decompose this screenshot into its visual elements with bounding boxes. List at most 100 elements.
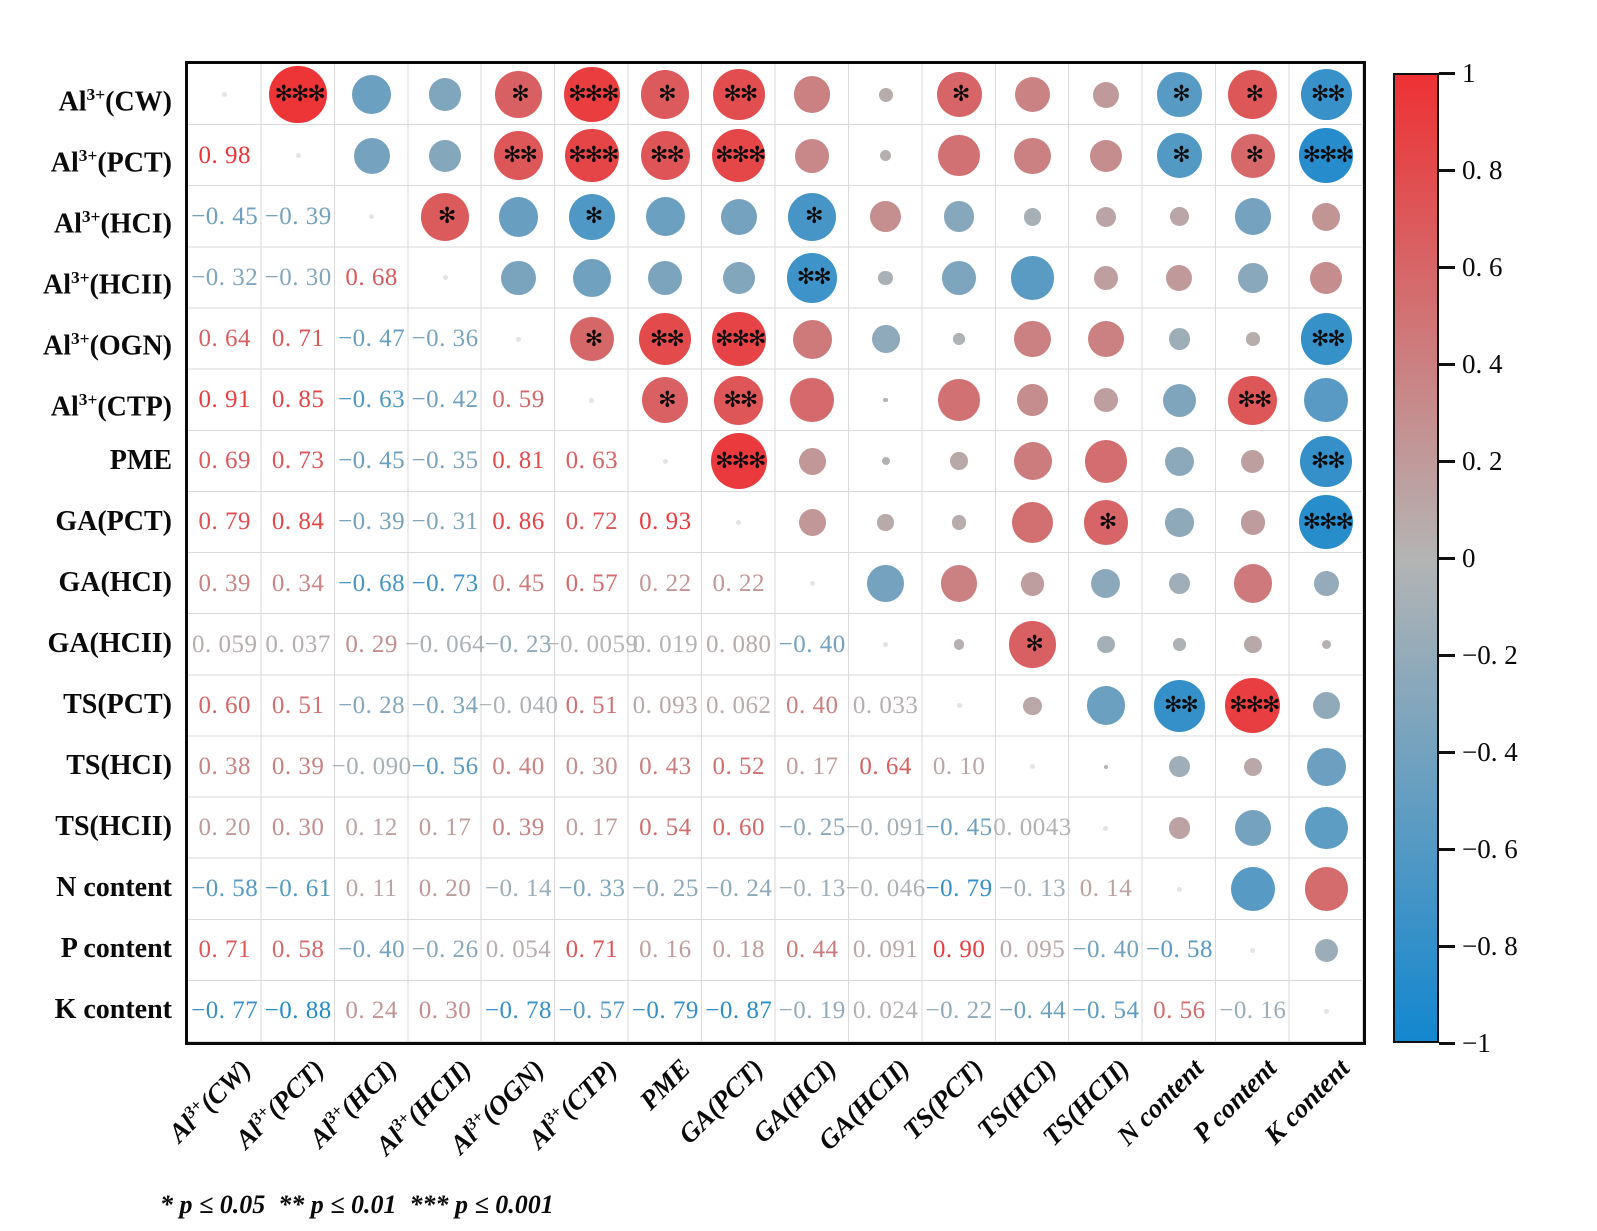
corr-value: −0. 25 bbox=[778, 814, 846, 842]
significance-stars: ✻ bbox=[805, 204, 823, 230]
corr-circle bbox=[1164, 446, 1194, 476]
corr-value-cell: 0. 98 bbox=[188, 125, 261, 186]
corr-circle-cell: ✻ bbox=[1069, 492, 1142, 553]
corr-circle bbox=[1011, 501, 1054, 544]
corr-value-cell: −0. 13 bbox=[996, 859, 1069, 920]
row-label-1: Al3+(CW) bbox=[58, 85, 172, 118]
diagonal-dot bbox=[1250, 947, 1256, 953]
corr-value-cell: 0. 095 bbox=[996, 920, 1069, 981]
corr-circle-cell bbox=[849, 370, 922, 431]
row-label-14: N content bbox=[56, 872, 172, 903]
corr-value-cell: 0. 72 bbox=[555, 492, 628, 553]
significance-stars: ✻ bbox=[1098, 509, 1117, 535]
superscript: 3+ bbox=[70, 329, 90, 348]
corr-circle bbox=[1023, 696, 1042, 715]
corr-value: −0. 39 bbox=[264, 202, 332, 230]
superscript: 3+ bbox=[179, 1095, 206, 1122]
corr-value: 0. 85 bbox=[271, 386, 325, 414]
corr-circle bbox=[871, 325, 900, 353]
corr-value: 0. 54 bbox=[639, 814, 692, 842]
corr-value-cell: 0. 64 bbox=[188, 309, 261, 370]
corr-value: −0. 77 bbox=[191, 997, 259, 1025]
corr-circle-cell bbox=[849, 553, 922, 614]
corr-circle-cell bbox=[1216, 247, 1289, 308]
corr-circle-cell bbox=[922, 492, 995, 553]
corr-value: −0. 25 bbox=[631, 875, 699, 903]
corr-value-cell: 0. 60 bbox=[702, 798, 775, 859]
significance-stars: ✻ bbox=[584, 204, 603, 230]
corr-circle-cell bbox=[849, 64, 922, 125]
superscript: 3+ bbox=[78, 146, 98, 165]
colorbar-tick-label: 0. 6 bbox=[1462, 252, 1503, 282]
corr-value-cell: 0. 22 bbox=[702, 553, 775, 614]
corr-value: 0. 093 bbox=[632, 691, 699, 719]
corr-circle bbox=[1014, 76, 1051, 113]
corr-value: 0. 51 bbox=[271, 691, 325, 719]
diagonal-cell bbox=[849, 614, 922, 675]
corr-circle-cell bbox=[996, 675, 1069, 736]
corr-circle bbox=[798, 508, 826, 537]
corr-value-cell: −0. 090 bbox=[332, 736, 412, 797]
corr-circle-cell bbox=[1143, 553, 1216, 614]
colorbar-tick-label: −1 bbox=[1462, 1028, 1491, 1058]
corr-circle-cell bbox=[1069, 186, 1142, 247]
corr-value: 0. 39 bbox=[271, 752, 325, 780]
corr-value: 0. 17 bbox=[785, 752, 839, 780]
corr-value-cell: −0. 40 bbox=[335, 920, 408, 981]
diagonal-dot bbox=[222, 92, 228, 98]
corr-value: −0. 090 bbox=[331, 752, 412, 780]
corr-circle-cell bbox=[849, 431, 922, 492]
corr-circle-cell bbox=[922, 247, 995, 308]
diagonal-cell bbox=[408, 247, 481, 308]
corr-value-cell: 0. 30 bbox=[408, 981, 481, 1042]
corr-circle-cell bbox=[922, 370, 995, 431]
corr-circle-cell bbox=[702, 186, 775, 247]
corr-circle-cell bbox=[849, 247, 922, 308]
corr-circle bbox=[573, 259, 611, 297]
corr-circle bbox=[1014, 320, 1051, 358]
corr-value: −0. 40 bbox=[778, 630, 846, 658]
corr-circle-cell bbox=[1290, 859, 1363, 920]
diagonal-dot bbox=[736, 519, 742, 525]
corr-circle bbox=[1095, 206, 1117, 227]
corr-value-cell: 0. 16 bbox=[629, 920, 702, 981]
corr-circle bbox=[794, 76, 831, 113]
corr-value: −0. 88 bbox=[264, 997, 332, 1025]
corr-circle bbox=[1023, 208, 1042, 226]
corr-value-cell: −0. 31 bbox=[408, 492, 481, 553]
corr-circle-cell bbox=[408, 64, 481, 125]
corr-value: 0. 24 bbox=[345, 997, 398, 1025]
corr-circle bbox=[1014, 137, 1051, 174]
corr-circle bbox=[1314, 938, 1338, 962]
corr-value: 0. 71 bbox=[565, 936, 619, 964]
corr-circle bbox=[878, 87, 893, 102]
corr-circle bbox=[943, 201, 975, 233]
corr-circle-cell bbox=[996, 186, 1069, 247]
corr-value-cell: 0. 20 bbox=[408, 859, 481, 920]
corr-circle bbox=[710, 433, 767, 490]
corr-value-cell: −0. 78 bbox=[482, 981, 555, 1042]
corr-circle bbox=[1013, 442, 1052, 481]
corr-value-cell: 0. 57 bbox=[555, 553, 628, 614]
corr-value: −0. 45 bbox=[191, 202, 259, 230]
corr-value-cell: 0. 22 bbox=[629, 553, 702, 614]
corr-value-cell: −0. 44 bbox=[996, 981, 1069, 1042]
corr-circle bbox=[950, 452, 968, 471]
corr-circle-cell: ✻✻ bbox=[629, 125, 702, 186]
corr-value: −0. 36 bbox=[411, 325, 479, 353]
corr-circle bbox=[1087, 320, 1125, 358]
corr-circle-cell: ✻✻ bbox=[776, 247, 849, 308]
colorbar-tick-label: −0. 4 bbox=[1462, 737, 1518, 767]
corr-value-cell: −0. 58 bbox=[1143, 920, 1216, 981]
significance-stars: ✻✻ bbox=[503, 143, 538, 169]
corr-circle bbox=[1299, 128, 1354, 183]
corr-value-cell: 0. 12 bbox=[335, 798, 408, 859]
corr-value-cell: 0. 39 bbox=[482, 798, 555, 859]
corr-circle bbox=[1009, 621, 1056, 668]
corr-circle bbox=[1312, 202, 1341, 231]
corr-value: −0. 32 bbox=[191, 263, 259, 291]
corr-circle-cell bbox=[1216, 492, 1289, 553]
corr-value-cell: −0. 064 bbox=[405, 614, 485, 675]
superscript: 3+ bbox=[461, 1107, 488, 1134]
colorbar-tick-label: 0. 8 bbox=[1462, 155, 1503, 185]
